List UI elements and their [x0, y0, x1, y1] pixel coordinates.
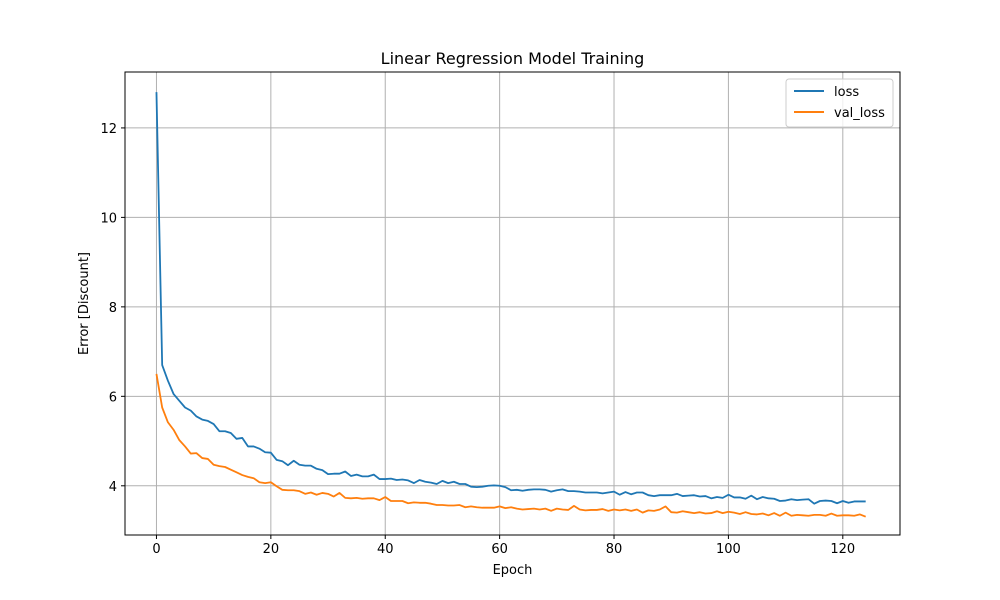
- x-axis-label: Epoch: [493, 563, 533, 578]
- x-tick-label: 80: [606, 542, 623, 557]
- grid: [125, 72, 900, 535]
- x-tick-label: 120: [830, 542, 855, 557]
- x-tick-label: 0: [152, 542, 160, 557]
- x-tick-label: 20: [263, 542, 280, 557]
- chart-title: Linear Regression Model Training: [381, 49, 645, 68]
- y-tick-label: 10: [100, 211, 117, 226]
- x-tick-label: 40: [377, 542, 394, 557]
- series-line-val-loss: [155, 373, 867, 518]
- series-line-loss: [155, 92, 866, 505]
- y-axis-label: Error [Discount]: [77, 252, 92, 355]
- legend-label-loss: loss: [834, 85, 859, 100]
- y-tick-label: 12: [100, 122, 117, 137]
- y-tick-label: 8: [109, 301, 117, 316]
- y-tick-label: 4: [109, 480, 117, 495]
- series-layer: [155, 92, 867, 518]
- x-tick-label: 60: [491, 542, 508, 557]
- plot-frame: [124, 71, 901, 536]
- legend-label-val-loss: val_loss: [834, 106, 885, 121]
- y-tick-label: 6: [109, 390, 117, 405]
- legend: loss val_loss: [785, 78, 894, 128]
- ticks: 0 20 40 60 80 100 120 4 6 8 10 12: [100, 122, 855, 557]
- x-tick-label: 100: [716, 542, 741, 557]
